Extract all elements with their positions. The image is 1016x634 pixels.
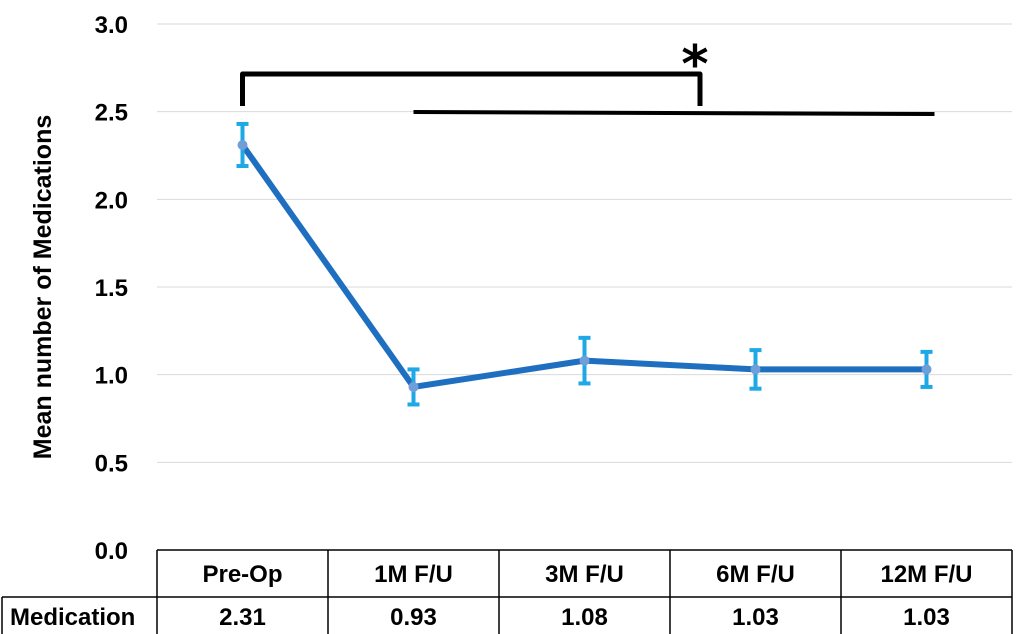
y-tick-label: 1.0 <box>95 363 128 390</box>
table-row-label: Medication <box>10 604 135 631</box>
bracket-span-line <box>413 110 935 116</box>
y-tick-label: 3.0 <box>95 12 128 39</box>
table-value: 1.08 <box>561 604 608 631</box>
y-tick-label: 1.5 <box>95 275 128 302</box>
x-category-label: 12M F/U <box>880 561 972 588</box>
y-tick-label: 2.0 <box>95 187 128 214</box>
data-point <box>579 355 590 366</box>
y-tick-label: 0.0 <box>95 538 128 565</box>
x-category-label: Pre-Op <box>202 561 282 588</box>
y-axis-ticks: 0.0 0.5 1.0 1.5 2.0 2.5 3.0 <box>95 12 128 565</box>
x-category-label: 6M F/U <box>716 561 795 588</box>
table-value: 0.93 <box>390 604 437 631</box>
y-tick-label: 0.5 <box>95 450 128 477</box>
data-table: Pre-Op 1M F/U 3M F/U 6M F/U 12M F/U Medicatio… <box>1 549 1013 634</box>
y-tick-label: 2.5 <box>95 100 128 127</box>
bracket-path <box>240 71 703 106</box>
table-value: 2.31 <box>219 604 266 631</box>
table-value: 1.03 <box>732 604 779 631</box>
series-medication <box>236 121 933 407</box>
y-axis-label: Mean number of Medications <box>29 115 57 459</box>
grid-lines <box>157 23 1012 463</box>
x-category-label: 1M F/U <box>374 561 453 588</box>
data-point <box>921 364 932 375</box>
x-category-label: 3M F/U <box>545 561 624 588</box>
data-point <box>237 139 248 150</box>
significance-bracket: * <box>240 35 935 116</box>
data-point <box>750 364 761 375</box>
data-point <box>408 381 419 392</box>
table-value: 1.03 <box>903 604 950 631</box>
significance-asterisk: * <box>681 35 708 95</box>
